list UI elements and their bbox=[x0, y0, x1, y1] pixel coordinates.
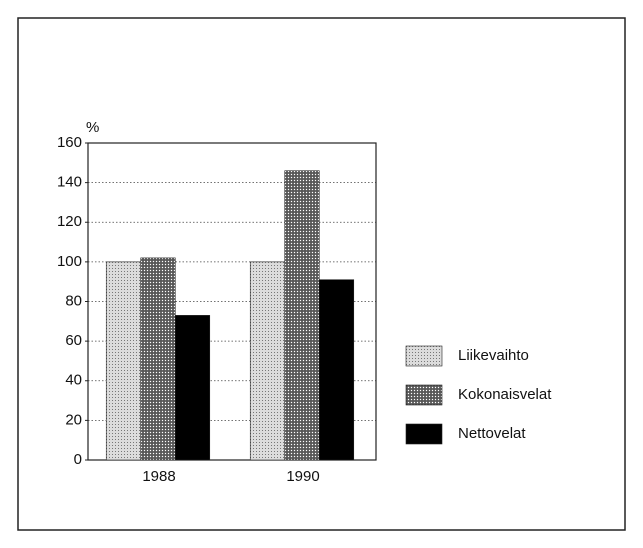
y-tick-label: 120 bbox=[57, 213, 82, 230]
legend-label: Kokonaisvelat bbox=[458, 386, 552, 403]
bar bbox=[284, 170, 320, 461]
bar bbox=[105, 261, 142, 461]
legend-swatch bbox=[405, 384, 443, 406]
y-tick-label: 20 bbox=[65, 411, 82, 428]
x-tick-label: 1990 bbox=[286, 468, 319, 485]
bar bbox=[140, 257, 176, 461]
legend-swatch bbox=[405, 345, 443, 367]
bar bbox=[318, 279, 355, 461]
legend-label: Liikevaihto bbox=[458, 347, 529, 364]
y-tick-label: 0 bbox=[74, 451, 82, 468]
y-tick-label: 100 bbox=[57, 253, 82, 270]
bar bbox=[174, 315, 211, 461]
y-axis-label: % bbox=[86, 119, 99, 136]
frame bbox=[17, 17, 626, 531]
bar bbox=[249, 261, 286, 461]
x-tick-label: 1988 bbox=[142, 468, 175, 485]
legend-label: Nettovelat bbox=[458, 425, 526, 442]
legend-swatch bbox=[405, 423, 443, 445]
y-tick-label: 40 bbox=[65, 372, 82, 389]
y-tick-label: 160 bbox=[57, 134, 82, 151]
y-tick-label: 80 bbox=[65, 292, 82, 309]
y-tick-label: 140 bbox=[57, 174, 82, 191]
y-tick-label: 60 bbox=[65, 332, 82, 349]
plot-area bbox=[87, 142, 377, 461]
